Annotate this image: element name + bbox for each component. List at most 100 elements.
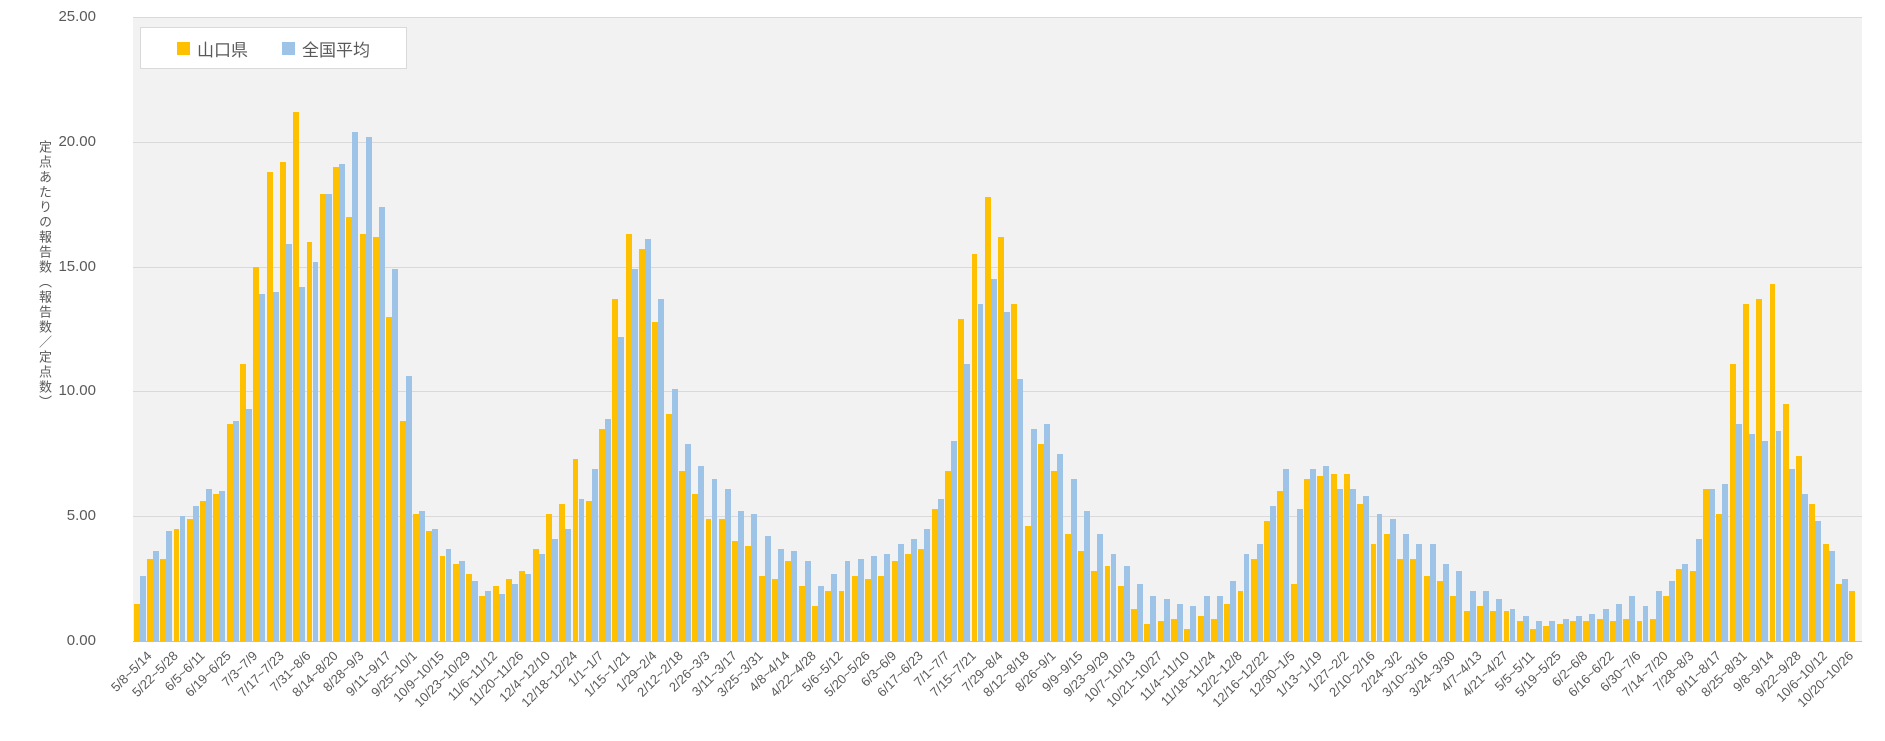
bar-national	[964, 363, 971, 641]
bar-national	[645, 239, 651, 641]
bar-national	[1775, 431, 1782, 641]
bar-yamaguchi	[426, 531, 433, 641]
bar-yamaguchi	[213, 493, 220, 641]
plot-area	[133, 17, 1862, 642]
bar-yamaguchi	[1277, 491, 1284, 641]
legend-item-national[interactable]: 全国平均	[282, 36, 370, 61]
bar-yamaguchi	[279, 161, 286, 641]
bar-yamaguchi	[1064, 533, 1071, 641]
bar-yamaguchi	[1197, 616, 1204, 641]
bar-national	[1469, 591, 1476, 641]
bar-national	[1456, 571, 1463, 641]
bar-national	[791, 551, 798, 641]
bar-yamaguchi	[1476, 606, 1483, 641]
bar-yamaguchi	[173, 528, 180, 641]
bar-national	[565, 528, 572, 641]
bar-yamaguchi	[625, 234, 632, 641]
bar-national	[1256, 543, 1263, 641]
bar-yamaguchi	[306, 241, 313, 641]
bar-national	[1842, 578, 1848, 641]
bar-national	[1190, 606, 1197, 641]
bar-yamaguchi	[732, 541, 739, 641]
bar-national	[804, 561, 811, 641]
bar-yamaguchi	[665, 413, 672, 641]
bar-yamaguchi	[1091, 571, 1098, 641]
bar-national	[591, 468, 598, 641]
bar-national	[1243, 553, 1250, 641]
bar-yamaguchi	[452, 563, 459, 641]
bar-national	[844, 561, 851, 641]
bar-yamaguchi	[1516, 621, 1523, 641]
bar-national	[684, 443, 691, 641]
bar-national	[1509, 608, 1516, 641]
bar-national	[1522, 616, 1529, 641]
bar-yamaguchi	[1756, 299, 1763, 641]
bar-national	[1163, 598, 1170, 641]
bar-national	[1123, 566, 1130, 641]
bar-national	[1044, 423, 1050, 641]
bar-yamaguchi	[1716, 513, 1723, 641]
bar-yamaguchi	[1224, 603, 1231, 641]
bar-yamaguchi	[1782, 403, 1789, 641]
bar-national	[924, 528, 931, 641]
bar-national	[139, 576, 146, 641]
bar-yamaguchi	[1556, 623, 1563, 641]
bar-national	[1030, 428, 1037, 641]
bar-national	[631, 269, 638, 641]
bar-yamaguchi	[1583, 621, 1590, 641]
bar-national	[232, 421, 239, 641]
bar-yamaguchi	[745, 546, 752, 641]
y-tick-label: 10.00	[58, 382, 96, 400]
legend-swatch-national	[282, 41, 295, 55]
legend-item-yamaguchi[interactable]: 山口県	[177, 36, 248, 61]
bar-national	[1150, 596, 1157, 641]
bar-national	[1615, 603, 1622, 641]
bar-national	[1695, 538, 1702, 641]
bar-yamaguchi	[1689, 571, 1696, 641]
bar-national	[472, 581, 479, 641]
bar-yamaguchi	[519, 571, 526, 641]
bar-yamaguchi	[1649, 618, 1656, 641]
bar-national	[871, 556, 878, 641]
bar-yamaguchi	[1836, 583, 1842, 641]
bar-yamaguchi	[918, 548, 925, 641]
bar-yamaguchi	[1530, 628, 1537, 641]
bar-national	[1482, 591, 1489, 641]
bar-yamaguchi	[1729, 363, 1736, 641]
bar-national	[1748, 433, 1755, 641]
bar-yamaguchi	[1370, 543, 1377, 641]
bar-national	[937, 498, 944, 641]
bar-national	[1589, 613, 1596, 641]
bar-yamaguchi	[785, 561, 792, 641]
bar-yamaguchi	[160, 558, 167, 641]
bar-national	[1283, 468, 1290, 641]
bar-national	[259, 294, 266, 641]
bar-yamaguchi	[226, 423, 233, 641]
bar-yamaguchi	[878, 576, 885, 641]
bar-yamaguchi	[559, 503, 566, 641]
bar-yamaguchi	[678, 471, 685, 641]
y-tick-label: 5.00	[66, 507, 96, 525]
bar-national	[485, 591, 492, 641]
bar-national	[1403, 533, 1410, 641]
bar-yamaguchi	[1822, 543, 1829, 641]
bar-yamaguchi	[639, 249, 645, 641]
bar-national	[352, 131, 359, 641]
bar-national	[764, 536, 771, 641]
bar-yamaguchi	[1343, 473, 1350, 641]
bar-national	[990, 279, 997, 641]
bar-yamaguchi	[1410, 558, 1417, 641]
gridline	[133, 516, 1862, 518]
bar-national	[365, 136, 372, 641]
bar-yamaguchi	[705, 518, 712, 641]
bar-national	[432, 528, 439, 641]
bar-national	[1682, 563, 1689, 641]
bar-yamaguchi	[612, 299, 619, 641]
bar-yamaguchi	[1290, 583, 1297, 641]
legend-label-yamaguchi: 山口県	[197, 40, 248, 60]
bar-yamaguchi	[319, 194, 326, 641]
bar-national	[1629, 596, 1636, 641]
bar-national	[1017, 378, 1024, 641]
bar-national	[831, 573, 838, 641]
bar-yamaguchi	[1144, 623, 1151, 641]
